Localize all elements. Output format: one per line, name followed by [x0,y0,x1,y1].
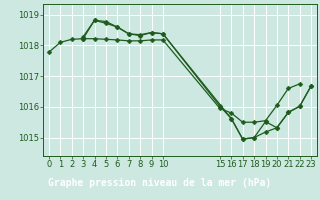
Text: Graphe pression niveau de la mer (hPa): Graphe pression niveau de la mer (hPa) [48,178,272,188]
